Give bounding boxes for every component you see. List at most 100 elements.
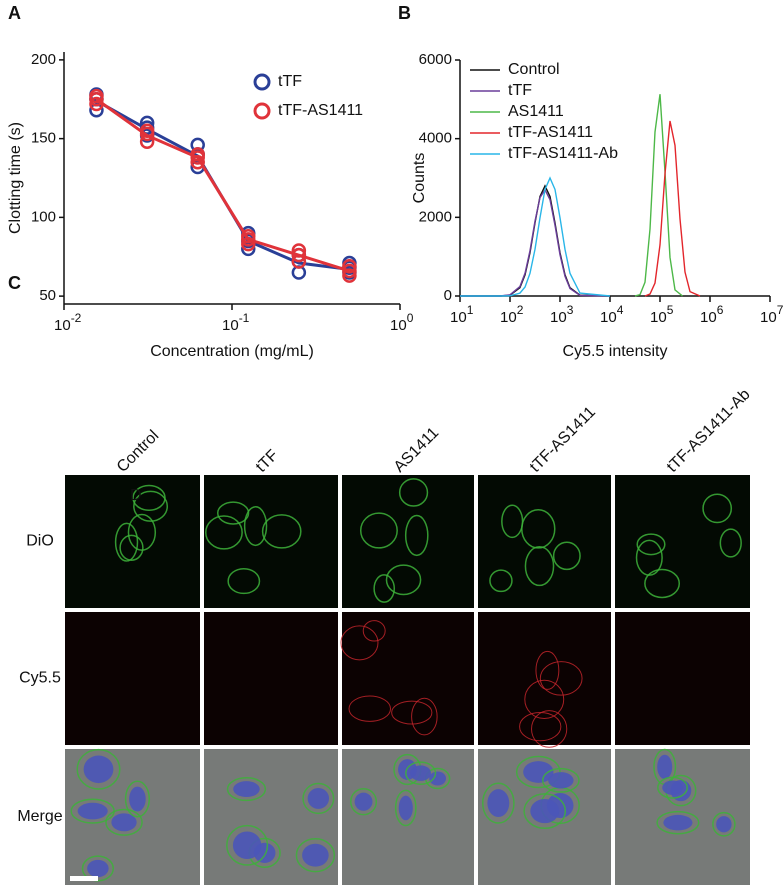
micrograph: [204, 475, 338, 608]
scale-bar: [70, 876, 98, 881]
cell-outline: [302, 782, 335, 815]
micrograph: [478, 475, 611, 608]
cell-outline: [719, 528, 742, 558]
replicate-point: [342, 263, 357, 279]
cell-outline: [114, 522, 139, 562]
cell-outline: [524, 546, 555, 587]
series-line: [460, 176, 611, 297]
row-label: Merge: [17, 808, 62, 825]
cell-nucleus: [233, 781, 260, 798]
replicate-point: [190, 155, 205, 170]
replicate-point: [89, 88, 104, 104]
x-tick-label: 102: [500, 303, 524, 326]
cell-outline: [702, 493, 733, 524]
cell-outline: [76, 748, 121, 790]
y-axis-label: Clotting time (s): [7, 122, 24, 234]
y-tick-label: 100: [31, 208, 56, 225]
column-header: tTF-AS1411-Ab: [664, 386, 754, 476]
series-line: [460, 188, 611, 297]
micrograph: [65, 612, 200, 745]
legend-label: Control: [508, 61, 560, 78]
panel-label: C: [8, 273, 21, 293]
cell-nucleus: [77, 802, 108, 820]
y-tick-label: 0: [444, 287, 452, 304]
cell-outline: [226, 824, 269, 866]
cell-nucleus: [83, 755, 114, 784]
row-label: DiO: [26, 533, 54, 550]
micrograph: [342, 612, 474, 745]
replicate-point: [89, 96, 104, 112]
cell-nucleus: [548, 772, 574, 789]
cell-outline: [340, 625, 379, 661]
replicate-point: [241, 236, 256, 252]
column-header: AS1411: [391, 424, 443, 476]
cell-nucleus: [657, 754, 673, 780]
y-tick-label: 6000: [419, 51, 452, 68]
x-tick-label: 106: [700, 303, 724, 326]
replicate-point: [139, 123, 155, 138]
cell-outline: [373, 574, 396, 603]
panel-label: B: [398, 3, 411, 23]
cell-nucleus: [232, 831, 262, 860]
cell-outline: [657, 776, 688, 799]
replicate-point: [291, 247, 307, 263]
cell-nucleus: [87, 859, 109, 878]
legend-label: tTF: [508, 82, 532, 99]
cell-outline: [519, 711, 562, 742]
legend-label: tTF-AS1411: [508, 124, 593, 141]
cell-outline: [489, 569, 513, 593]
x-tick-label: 10-2: [54, 311, 82, 334]
column-header: tTF: [253, 447, 282, 476]
cell-outline: [226, 777, 267, 802]
cell-nucleus: [523, 761, 554, 783]
stray-label: D: [130, 487, 142, 504]
cell-nucleus: [111, 813, 137, 832]
cell-nucleus: [307, 787, 330, 809]
cell-nucleus: [662, 780, 683, 795]
cell-outline: [531, 710, 568, 748]
cell-outline: [405, 761, 437, 785]
cell-outline: [227, 567, 261, 595]
cell-outline: [541, 767, 580, 793]
legend-label: tTF-AS1411: [278, 102, 363, 119]
cell-outline: [362, 620, 386, 642]
cell-nucleus: [663, 814, 693, 831]
cell-outline: [348, 695, 392, 722]
x-tick-label: 100: [390, 311, 414, 334]
micrograph: [615, 612, 750, 745]
replicate-point: [342, 258, 357, 274]
cell-outline: [411, 697, 438, 736]
series-line: [634, 94, 683, 297]
cell-outline: [539, 661, 583, 696]
cell-outline: [481, 782, 515, 824]
cell-outline: [205, 515, 243, 550]
micrograph: [204, 612, 338, 745]
y-tick-label: 50: [39, 287, 56, 304]
replicate-point: [291, 243, 307, 258]
micrograph: [478, 612, 611, 745]
cell-nucleus: [398, 795, 413, 821]
micrograph: [342, 475, 474, 608]
cell-outline: [644, 568, 681, 599]
cell-outline: [133, 490, 169, 522]
cell-outline: [521, 509, 556, 549]
cell-nucleus: [716, 816, 732, 833]
cell-outline: [350, 787, 378, 816]
cell-outline: [124, 780, 151, 818]
cell-nucleus: [354, 792, 373, 811]
cell-outline: [552, 541, 581, 571]
legend-marker: [253, 102, 271, 120]
cell-outline: [636, 533, 666, 556]
cell-outline: [119, 534, 144, 561]
replicate-point: [342, 268, 357, 283]
series-line: [460, 184, 611, 297]
cell-outline: [391, 700, 433, 725]
cell-outline: [404, 514, 429, 557]
cell-outline: [535, 650, 560, 690]
cell-outline: [398, 478, 429, 507]
x-tick-label: 105: [650, 303, 674, 326]
panel-label: A: [8, 3, 21, 23]
legend-marker: [253, 73, 271, 91]
x-axis-label: Cy5.5 intensity: [563, 343, 668, 360]
